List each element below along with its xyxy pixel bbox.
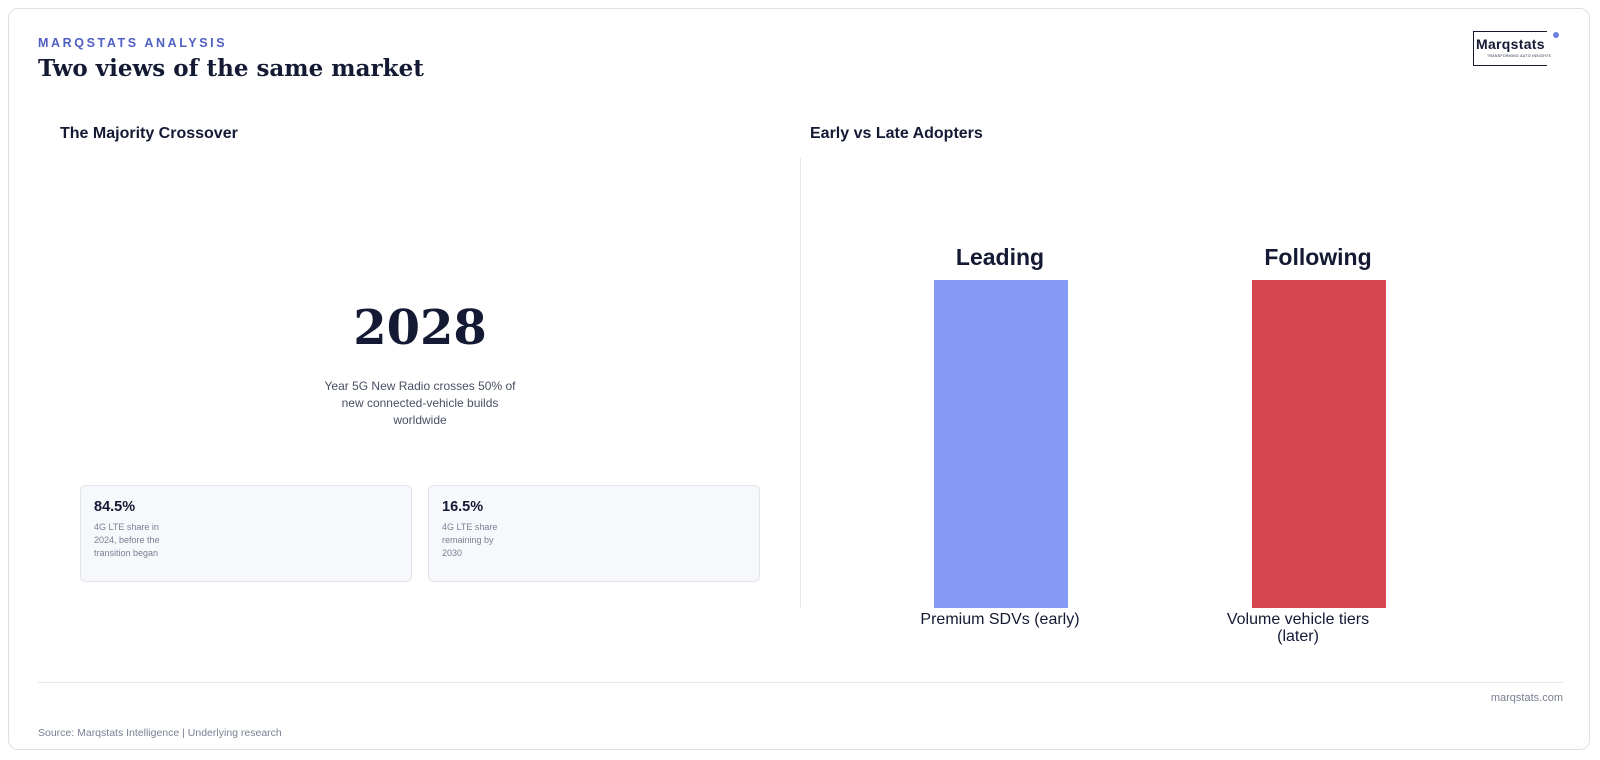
card xyxy=(8,8,1590,750)
kicker: MARQSTATS ANALYSIS xyxy=(38,36,228,50)
bar xyxy=(934,280,1068,608)
site-link[interactable]: marqstats.com xyxy=(1490,692,1563,704)
source: Source: Marqstats Intelligence | Underly… xyxy=(38,727,282,739)
footer-rule xyxy=(38,682,1563,683)
logo-frame xyxy=(1473,31,1547,66)
bar-category: Premium SDVs (early) xyxy=(920,611,1080,628)
stat-value: 16.5% xyxy=(442,499,484,515)
stat-value: 84.5% xyxy=(94,499,136,515)
stat-text: 4G LTE share in 2024, before the transit… xyxy=(94,522,160,558)
logo-dot xyxy=(1553,32,1559,38)
headline: 2028 xyxy=(353,300,487,356)
stat-card: 16.5% 4G LTE share remaining by 2030 xyxy=(428,485,760,582)
bar-label: Leading xyxy=(955,244,1045,270)
stat-text: 4G LTE share remaining by 2030 xyxy=(442,522,498,558)
panel-title: The Majority Crossover xyxy=(60,125,238,142)
panel-title: Early vs Late Adopters xyxy=(810,125,983,142)
logo-name: Marqstats xyxy=(1476,36,1545,52)
divider xyxy=(800,158,801,608)
stat-card: 84.5% 4G LTE share in 2024, before the t… xyxy=(80,485,412,582)
bar xyxy=(1252,280,1386,608)
bar-label: Following xyxy=(1264,244,1372,270)
caption: Year 5G New Radio crosses 50% of new con… xyxy=(324,379,516,427)
page-title: Two views of the same market xyxy=(38,55,424,82)
logo-tagline: TRANSFORMING AUTO INSIGHTS xyxy=(1487,54,1552,58)
bar-category: Volume vehicle tiers (later) xyxy=(1226,611,1370,645)
